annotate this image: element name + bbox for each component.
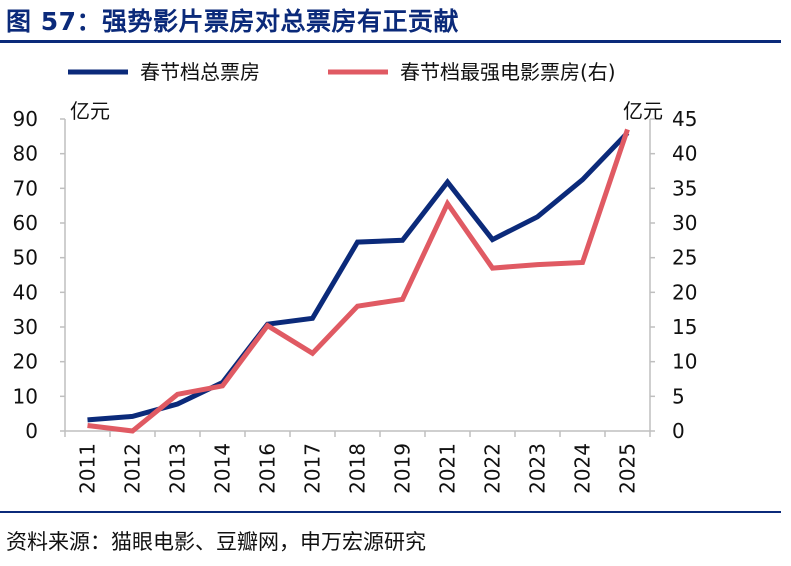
- right-tick-label: 40: [672, 142, 697, 166]
- x-tick-label: 2024: [571, 443, 595, 494]
- x-tick-label: 2014: [211, 443, 235, 494]
- right-tick-label: 0: [672, 419, 685, 443]
- left-tick-label: 30: [13, 315, 38, 339]
- right-tick-label: 45: [672, 107, 697, 131]
- right-tick-label: 20: [672, 280, 697, 304]
- left-tick-label: 0: [25, 419, 38, 443]
- x-tick-label: 2021: [436, 443, 460, 494]
- left-tick-label: 10: [13, 384, 38, 408]
- chart-legend: 春节档总票房 春节档最强电影票房(右): [68, 60, 616, 84]
- x-tick-label: 2023: [526, 443, 550, 494]
- axes: 0102030405060708090051015202530354045201…: [13, 107, 698, 494]
- series-line-1: [87, 131, 630, 423]
- legend-label: 春节档总票房: [140, 60, 260, 84]
- series-layer: [87, 128, 630, 434]
- left-tick-label: 20: [13, 350, 38, 374]
- source-note: 资料来源：猫眼电影、豆瓣网，申万宏源研究: [6, 530, 426, 554]
- x-tick-label: 2019: [391, 443, 415, 494]
- x-tick-label: 2017: [301, 443, 325, 494]
- right-tick-label: 35: [672, 176, 697, 200]
- figure-title: 图 57：强势影片票房对总票房有正贡献: [6, 7, 459, 36]
- x-tick-label: 2013: [166, 443, 190, 494]
- x-tick-label: 2018: [346, 443, 370, 494]
- series-line-2: [87, 128, 630, 434]
- line-chart: 春节档总票房 春节档最强电影票房(右) 亿元 亿元 010203040506070…: [13, 60, 698, 494]
- right-tick-label: 15: [672, 315, 697, 339]
- title-divider: [0, 40, 781, 43]
- right-tick-label: 5: [672, 384, 685, 408]
- left-tick-label: 90: [13, 107, 38, 131]
- left-tick-label: 70: [13, 176, 38, 200]
- x-tick-label: 2011: [76, 443, 100, 494]
- right-tick-label: 25: [672, 246, 697, 270]
- right-tick-label: 10: [672, 350, 697, 374]
- left-axis-unit: 亿元: [70, 99, 110, 123]
- x-tick-label: 2022: [481, 443, 505, 494]
- legend-label: 春节档最强电影票房(右): [400, 60, 616, 84]
- right-tick-label: 30: [672, 211, 697, 235]
- left-tick-label: 50: [13, 246, 38, 270]
- x-tick-label: 2012: [121, 443, 145, 494]
- left-tick-label: 80: [13, 142, 38, 166]
- left-tick-label: 40: [13, 280, 38, 304]
- right-axis-unit: 亿元: [623, 99, 663, 123]
- left-tick-label: 60: [13, 211, 38, 235]
- footer-divider: [0, 511, 781, 513]
- x-tick-label: 2016: [256, 443, 280, 494]
- x-tick-label: 2025: [616, 443, 640, 494]
